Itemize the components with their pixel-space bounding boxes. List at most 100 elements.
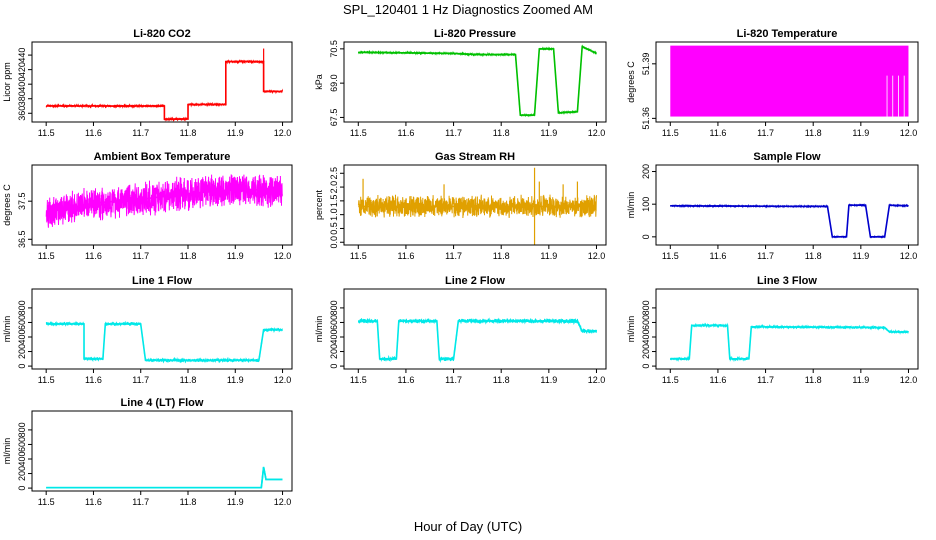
x-tick-label: 12.0	[274, 497, 292, 507]
panel-8: Line 3 Flow 11.5 11.6 11.7 11.8 11.9 12.0 0 2004…	[626, 275, 919, 385]
x-tick-label: 11.9	[852, 251, 869, 261]
y-tick-label: 0	[17, 486, 27, 491]
y-tick-label: 51.36	[641, 107, 651, 130]
y-tick-label: 2.5	[329, 167, 339, 180]
x-tick-label: 11.7	[757, 251, 774, 261]
y-tick-label: 0	[329, 364, 339, 369]
x-tick-label: 11.5	[662, 375, 679, 385]
x-tick-label: 11.8	[805, 128, 822, 138]
x-tick-label: 11.9	[540, 375, 557, 385]
plot-frame	[31, 41, 293, 123]
y-tick-label: 400	[17, 329, 27, 344]
figure-title: SPL_120401 1 Hz Diagnostics Zoomed AM	[343, 2, 593, 17]
plot-frame	[343, 41, 607, 123]
y-tick-label: 200	[641, 164, 651, 179]
x-tick-label: 11.6	[397, 251, 414, 261]
x-tick-label: 11.6	[709, 128, 726, 138]
plot-frame	[31, 410, 293, 492]
x-tick-label: 11.6	[85, 375, 102, 385]
y-tick-label: 2.0	[329, 181, 339, 194]
series-steps	[670, 204, 909, 238]
series-line	[669, 322, 909, 363]
plot-frame	[31, 288, 293, 370]
y-tick-label: 800	[17, 300, 27, 315]
y-axis-label: ml/min	[314, 316, 324, 343]
panel-title: Li-820 CO2	[133, 28, 190, 40]
y-tick-label: 37.5	[17, 192, 27, 210]
panel-6: Line 1 Flow 11.5 11.6 11.7 11.8 11.9 12.0 0 2004…	[2, 275, 293, 385]
y-tick-label: 51.39	[641, 53, 651, 76]
panel-title: Li-820 Temperature	[737, 28, 838, 40]
x-tick-label: 11.7	[132, 128, 149, 138]
y-axis-label: ml/min	[626, 316, 636, 343]
y-tick-label: 600	[641, 315, 651, 330]
y-tick-label: 0.0	[329, 236, 339, 249]
x-tick-label: 11.7	[757, 128, 774, 138]
y-axis-label: degrees C	[626, 61, 636, 103]
x-tick-label: 11.9	[540, 128, 557, 138]
y-tick-label: 67.5	[329, 109, 339, 127]
series-steps	[46, 466, 283, 489]
y-tick-label: 420	[17, 62, 27, 77]
y-tick-label: 100	[641, 197, 651, 212]
x-tick-label: 11.9	[852, 128, 869, 138]
y-tick-label: 600	[17, 437, 27, 452]
x-tick-label: 11.5	[38, 251, 55, 261]
y-tick-label: 70.5	[329, 40, 339, 58]
panel-title: Line 4 (LT) Flow	[121, 397, 204, 409]
x-tick-label: 11.7	[757, 375, 774, 385]
panel-title: Li-820 Pressure	[434, 28, 516, 40]
y-tick-label: 1.0	[329, 208, 339, 221]
x-tick-label: 11.6	[85, 497, 102, 507]
panel-title: Gas Stream RH	[435, 151, 515, 163]
x-tick-label: 11.6	[85, 128, 102, 138]
x-tick-label: 11.6	[709, 375, 726, 385]
series-steps	[358, 320, 597, 360]
series-group	[45, 320, 283, 364]
y-tick-label: 400	[17, 451, 27, 466]
y-tick-label: 800	[17, 422, 27, 437]
y-axis-label: Licor ppm	[2, 62, 12, 102]
x-tick-label: 11.7	[445, 375, 462, 385]
x-tick-label: 11.5	[38, 497, 55, 507]
plot-frame	[343, 288, 607, 370]
y-tick-label: 380	[17, 91, 27, 106]
y-tick-label: 0	[17, 364, 27, 369]
x-tick-label: 11.6	[397, 128, 414, 138]
y-tick-label: 400	[17, 77, 27, 92]
plot-frame	[655, 164, 919, 246]
x-tick-label: 11.5	[662, 251, 679, 261]
x-tick-label: 11.6	[85, 251, 102, 261]
x-tick-label: 11.6	[709, 251, 726, 261]
panel-7: Line 2 Flow 11.5 11.6 11.7 11.8 11.9 12.0 0 2004…	[314, 275, 607, 385]
plot-frame	[343, 164, 607, 246]
x-tick-label: 12.0	[274, 251, 292, 261]
y-tick-label: 1.5	[329, 195, 339, 208]
y-tick-label: 200	[329, 344, 339, 359]
series-steps	[670, 324, 909, 360]
x-tick-label: 11.8	[180, 128, 197, 138]
y-tick-label: 800	[641, 300, 651, 315]
y-tick-label: 400	[641, 329, 651, 344]
series-group	[357, 44, 597, 118]
series-line	[357, 44, 597, 118]
x-tick-label: 11.8	[493, 251, 510, 261]
y-axis-label: ml/min	[2, 316, 12, 343]
x-tick-label: 12.0	[900, 128, 918, 138]
series-group	[357, 317, 597, 363]
series-steps	[46, 60, 283, 120]
x-tick-label: 11.8	[180, 375, 197, 385]
x-tick-label: 11.7	[445, 128, 462, 138]
x-tick-label: 11.8	[180, 251, 197, 261]
y-tick-label: 600	[329, 315, 339, 330]
x-tick-label: 12.0	[900, 251, 918, 261]
x-tick-label: 11.8	[805, 375, 822, 385]
x-tick-label: 11.5	[350, 251, 367, 261]
panel-1: Li-820 Pressure 11.5 11.6 11.7 11.8 11.9 12.0 6…	[314, 28, 607, 138]
plot-frame	[31, 164, 293, 246]
series-group	[670, 203, 909, 239]
series-group	[45, 48, 283, 122]
x-tick-label: 11.5	[350, 128, 367, 138]
panel-title: Sample Flow	[753, 151, 821, 163]
x-tick-label: 11.8	[493, 128, 510, 138]
